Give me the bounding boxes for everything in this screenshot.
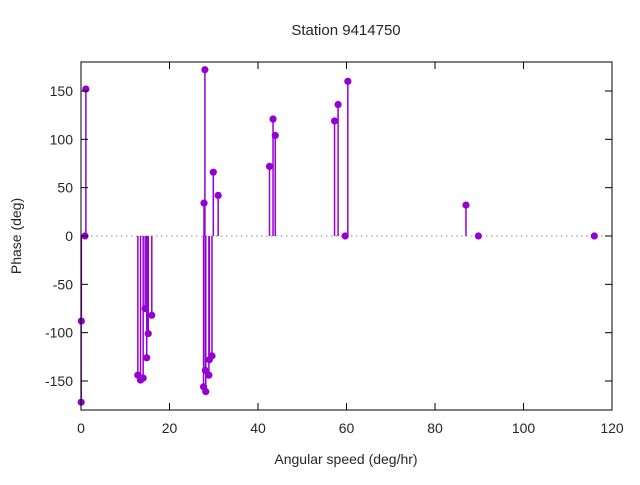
data-point bbox=[201, 66, 209, 74]
x-axis-label: Angular speed (deg/hr) bbox=[274, 451, 417, 467]
data-point bbox=[202, 388, 210, 396]
x-tick-label: 20 bbox=[162, 420, 178, 436]
data-point bbox=[208, 352, 216, 360]
x-tick-label: 40 bbox=[250, 420, 266, 436]
data-point bbox=[205, 371, 213, 379]
data-point bbox=[590, 232, 598, 240]
y-axis-label: Phase (deg) bbox=[8, 198, 24, 274]
x-tick-labels: 0 20 40 60 80 100 120 bbox=[77, 420, 624, 436]
data-point bbox=[344, 77, 352, 85]
x-tick-label: 60 bbox=[339, 420, 355, 436]
y-tick-label: -50 bbox=[53, 276, 73, 292]
data-point bbox=[214, 191, 222, 199]
data-point bbox=[474, 232, 482, 240]
y-tick-label: 100 bbox=[50, 131, 74, 147]
data-point bbox=[334, 100, 342, 109]
y-tick-label: 0 bbox=[65, 228, 73, 244]
data-point bbox=[82, 85, 90, 93]
data-point bbox=[148, 311, 156, 319]
data-point bbox=[265, 162, 274, 170]
x-axis-ticks bbox=[80, 62, 613, 410]
data-point bbox=[200, 199, 208, 207]
y-tick-label: 50 bbox=[57, 180, 73, 196]
data-point bbox=[143, 354, 151, 362]
data-points bbox=[77, 66, 598, 406]
data-point bbox=[141, 304, 149, 313]
x-tick-label: 120 bbox=[600, 420, 624, 436]
data-point bbox=[144, 330, 152, 338]
x-tick-label: 100 bbox=[512, 420, 536, 436]
data-point bbox=[341, 232, 349, 240]
data-point bbox=[209, 168, 217, 176]
data-point bbox=[269, 115, 277, 123]
x-tick-label: 80 bbox=[427, 420, 443, 436]
stem-lines bbox=[80, 69, 467, 403]
chart-title: Station 9414750 bbox=[291, 22, 400, 39]
data-point bbox=[139, 374, 147, 382]
y-tick-label: -150 bbox=[45, 373, 73, 389]
x-tick-label: 0 bbox=[77, 420, 85, 436]
y-tick-label: 150 bbox=[50, 83, 74, 99]
data-point bbox=[330, 117, 339, 125]
data-point bbox=[271, 131, 279, 140]
data-point bbox=[462, 201, 470, 209]
y-axis-ticks bbox=[81, 90, 612, 382]
y-tick-labels: -150 -100 -50 0 50 100 150 bbox=[45, 83, 73, 389]
y-tick-label: -100 bbox=[45, 325, 73, 341]
